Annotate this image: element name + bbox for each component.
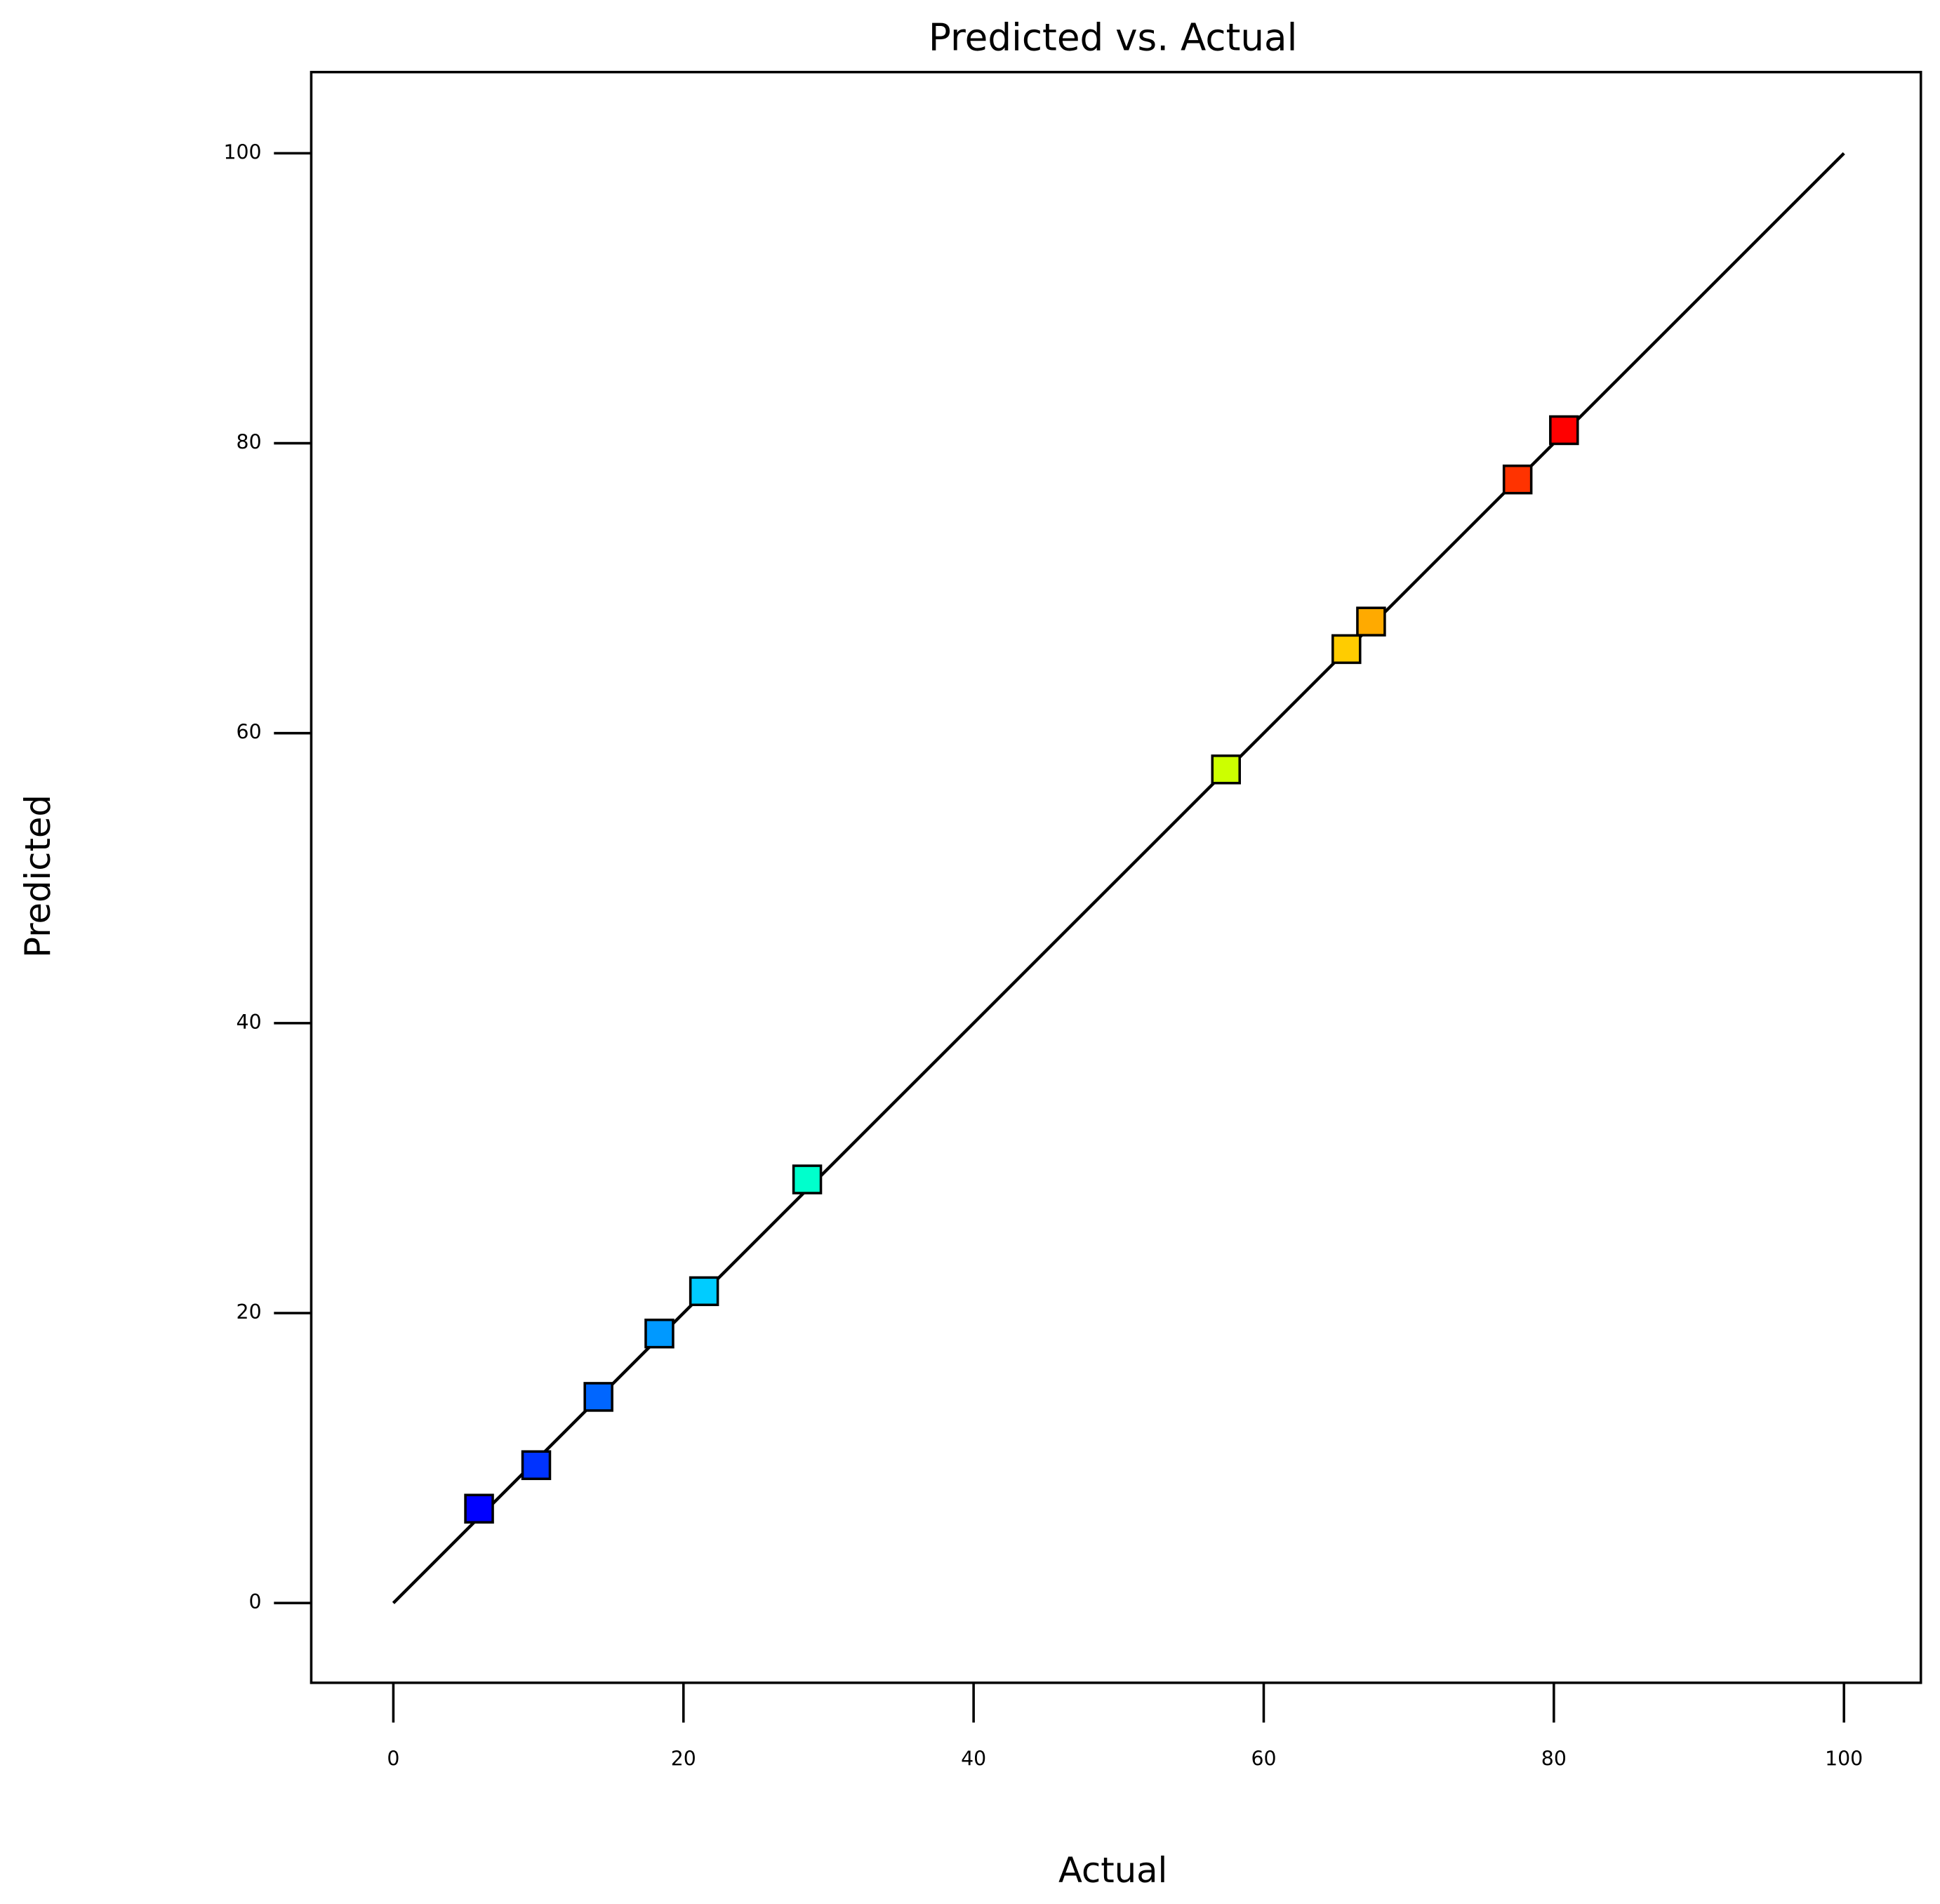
data-point bbox=[792, 1164, 823, 1194]
y-tick-label: 20 bbox=[237, 1300, 262, 1324]
x-tick-label: 60 bbox=[1251, 1747, 1276, 1771]
y-tick-label: 80 bbox=[237, 431, 262, 454]
y-tick-label: 40 bbox=[237, 1011, 262, 1034]
y-tick-label: 100 bbox=[224, 140, 262, 164]
x-tick-label: 20 bbox=[671, 1747, 696, 1771]
chart-title: Predicted vs. Actual bbox=[929, 15, 1297, 59]
data-point bbox=[1331, 634, 1362, 665]
x-axis-label: Actual bbox=[1058, 1850, 1167, 1891]
data-point bbox=[644, 1318, 675, 1349]
data-point bbox=[464, 1493, 494, 1524]
reference-line bbox=[392, 152, 1845, 1604]
y-axis-label: Predicted bbox=[18, 794, 58, 958]
data-point bbox=[521, 1450, 552, 1480]
data-point bbox=[1502, 464, 1533, 495]
x-tick-label: 100 bbox=[1825, 1747, 1863, 1771]
data-point bbox=[1211, 754, 1241, 785]
x-tick-label: 0 bbox=[387, 1747, 399, 1771]
y-tick-label: 0 bbox=[249, 1590, 262, 1613]
data-point bbox=[1356, 606, 1386, 637]
y-tick-label: 60 bbox=[237, 721, 262, 744]
data-point bbox=[1549, 415, 1579, 446]
x-tick-label: 40 bbox=[961, 1747, 986, 1771]
data-point bbox=[689, 1276, 719, 1307]
data-point bbox=[583, 1382, 613, 1412]
x-tick-label: 80 bbox=[1541, 1747, 1567, 1771]
plot-frame bbox=[310, 70, 1922, 1684]
